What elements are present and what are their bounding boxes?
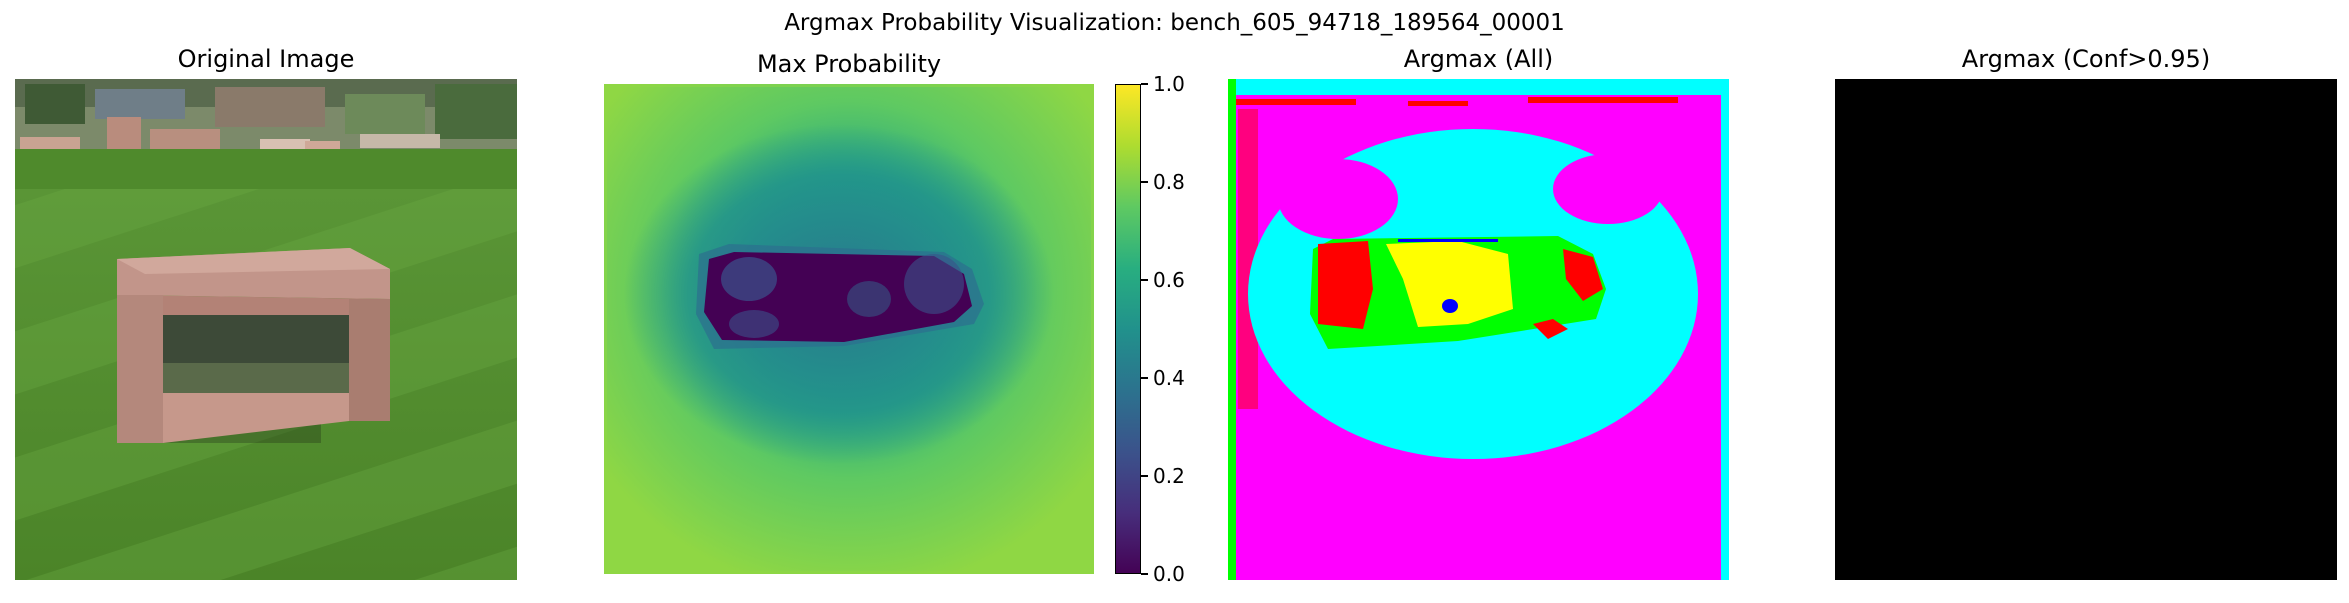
max-probability-heatmap — [604, 84, 1094, 574]
figure-title: Argmax Probability Visualization: bench_… — [784, 10, 1565, 36]
colorbar-tick-mark — [1141, 573, 1148, 575]
colorbar-tick-label: 0.4 — [1153, 366, 1185, 390]
colorbar-tick-label: 1.0 — [1153, 72, 1185, 96]
argmax-all-heatmap — [1228, 79, 1729, 580]
colorbar-tick-mark — [1141, 279, 1148, 281]
original-image-title: Original Image — [177, 45, 355, 73]
colorbar-tick-label: 0.8 — [1153, 170, 1185, 194]
colorbar-tick-label: 0.6 — [1153, 268, 1185, 292]
colorbar-tick-mark — [1141, 83, 1148, 85]
colorbar-tick-mark — [1141, 475, 1148, 477]
max-probability-title: Max Probability — [756, 50, 942, 78]
argmax-conf-title: Argmax (Conf>0.95) — [1961, 45, 2211, 73]
argmax-all-panel — [1228, 79, 1729, 580]
argmax-conf-panel — [1835, 79, 2337, 580]
colorbar-tick-mark — [1141, 377, 1148, 379]
colorbar-tick-label: 0.0 — [1153, 562, 1185, 586]
colorbar — [1115, 84, 1141, 574]
colorbar-tick-label: 0.2 — [1153, 464, 1185, 488]
colorbar-gradient — [1116, 85, 1140, 573]
max-probability-panel — [604, 84, 1094, 574]
original-image-panel — [15, 79, 517, 580]
argmax-all-title: Argmax (All) — [1403, 45, 1554, 73]
original-image — [15, 79, 517, 580]
colorbar-tick-mark — [1141, 181, 1148, 183]
